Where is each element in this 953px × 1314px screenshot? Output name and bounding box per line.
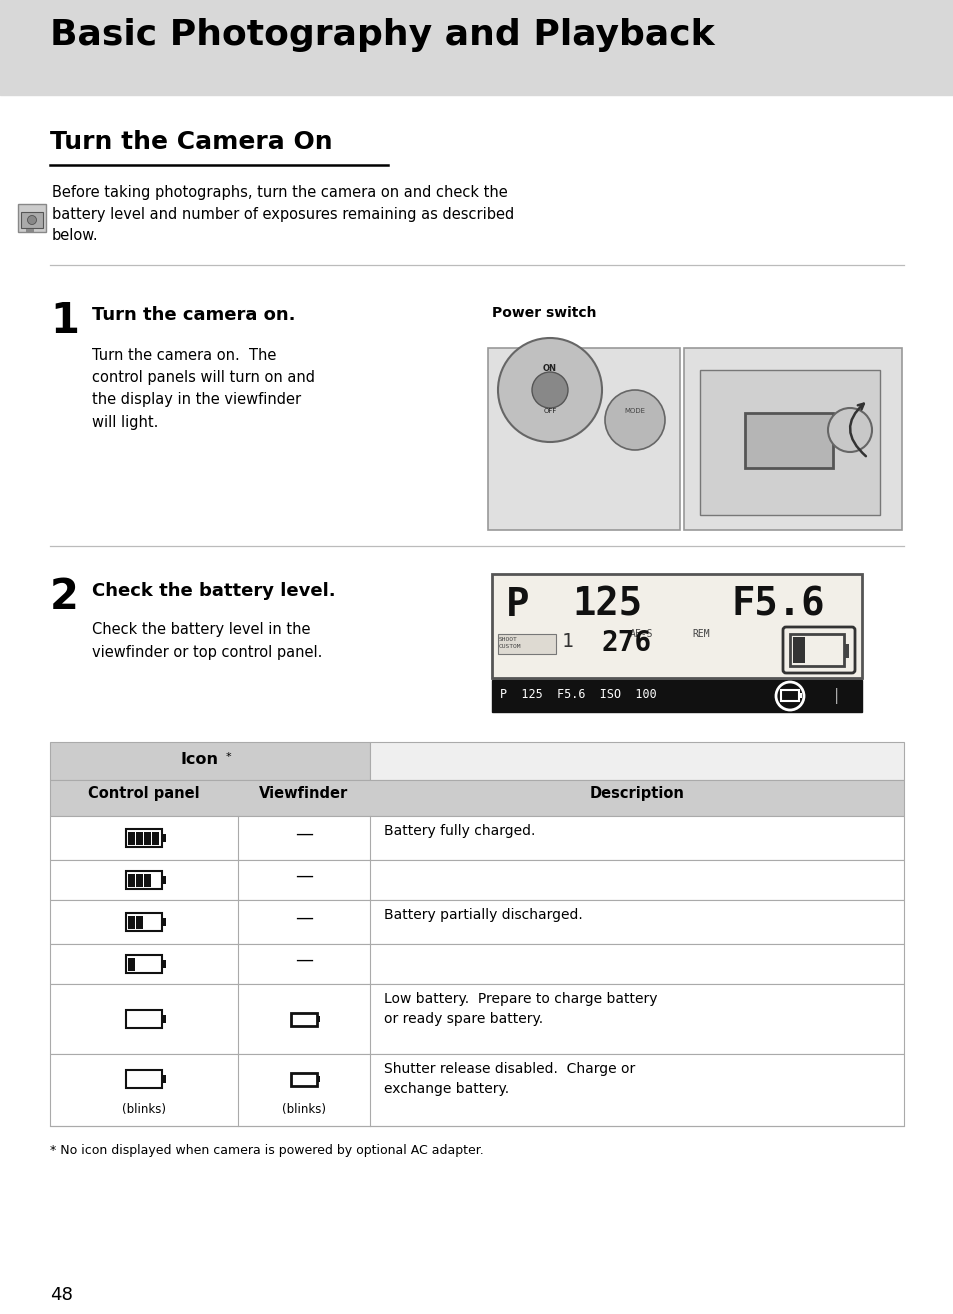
Bar <box>162 876 166 884</box>
Text: SHOOT: SHOOT <box>498 637 517 643</box>
Text: —: — <box>294 951 313 968</box>
Text: Viewfinder: Viewfinder <box>259 786 348 802</box>
Bar <box>26 229 34 233</box>
Bar <box>370 742 903 781</box>
Bar <box>843 644 848 658</box>
Bar <box>50 742 370 781</box>
Bar <box>162 834 166 842</box>
Bar <box>136 916 143 929</box>
Text: ON: ON <box>542 364 557 373</box>
Circle shape <box>532 372 567 409</box>
Text: 48: 48 <box>50 1286 72 1303</box>
Bar <box>162 1014 166 1024</box>
Bar <box>50 900 903 943</box>
Text: P  125  F5.6  ISO  100: P 125 F5.6 ISO 100 <box>499 689 656 700</box>
Circle shape <box>28 215 36 225</box>
Text: REM: REM <box>691 629 709 639</box>
Bar <box>126 1070 162 1088</box>
Bar <box>744 413 832 468</box>
Text: Before taking photographs, turn the camera on and check the
battery level and nu: Before taking photographs, turn the came… <box>52 185 514 243</box>
Bar <box>683 348 901 530</box>
Bar <box>21 212 43 229</box>
Text: 125: 125 <box>572 586 641 624</box>
Bar <box>18 204 46 233</box>
Circle shape <box>497 338 601 442</box>
Bar <box>152 832 159 845</box>
Bar <box>497 633 556 654</box>
Text: Control panel: Control panel <box>88 786 199 802</box>
Bar <box>0 0 953 95</box>
Bar <box>126 1010 162 1028</box>
Bar <box>492 574 862 678</box>
Text: (blinks): (blinks) <box>122 1102 166 1116</box>
Text: Low battery.  Prepare to charge battery
or ready spare battery.: Low battery. Prepare to charge battery o… <box>384 992 657 1026</box>
Bar <box>50 816 903 859</box>
Text: 276: 276 <box>601 629 652 657</box>
Bar <box>128 874 135 887</box>
Text: P: P <box>505 586 529 624</box>
Bar <box>162 918 166 926</box>
Bar <box>799 692 801 698</box>
Text: 1: 1 <box>50 300 79 342</box>
Bar <box>792 637 804 664</box>
Text: *: * <box>226 752 232 762</box>
Text: Icon: Icon <box>181 752 219 767</box>
Bar <box>126 913 162 932</box>
Bar <box>50 984 903 1054</box>
Bar <box>128 916 135 929</box>
Bar <box>128 958 135 971</box>
Circle shape <box>827 409 871 452</box>
Text: —: — <box>294 909 313 926</box>
Circle shape <box>604 390 664 449</box>
Bar <box>291 1072 316 1085</box>
Text: * No icon displayed when camera is powered by optional AC adapter.: * No icon displayed when camera is power… <box>50 1144 483 1158</box>
Bar <box>50 943 903 984</box>
Bar <box>126 829 162 848</box>
Text: Battery fully charged.: Battery fully charged. <box>384 824 535 838</box>
Bar <box>316 1016 319 1022</box>
Text: MODE: MODE <box>624 409 645 414</box>
Bar <box>492 681 862 712</box>
Text: Check the battery level in the
viewfinder or top control panel.: Check the battery level in the viewfinde… <box>91 622 322 661</box>
Text: —: — <box>294 867 313 886</box>
Bar <box>128 832 135 845</box>
Text: Shutter release disabled.  Charge or
exchange battery.: Shutter release disabled. Charge or exch… <box>384 1062 635 1096</box>
Bar <box>144 832 152 845</box>
Bar <box>789 633 843 666</box>
Bar <box>162 961 166 968</box>
Bar <box>126 955 162 972</box>
Text: CUSTOM: CUSTOM <box>498 644 521 649</box>
Text: (blinks): (blinks) <box>282 1102 326 1116</box>
Text: 1: 1 <box>561 632 573 650</box>
Bar <box>488 348 679 530</box>
Text: OFF: OFF <box>543 409 557 414</box>
Text: Check the battery level.: Check the battery level. <box>91 582 335 600</box>
Bar <box>144 874 152 887</box>
Bar <box>700 371 879 515</box>
Text: Battery partially discharged.: Battery partially discharged. <box>384 908 582 922</box>
Bar <box>291 1013 316 1025</box>
Bar <box>50 1054 903 1126</box>
Bar <box>162 1075 166 1083</box>
Text: Turn the camera on.: Turn the camera on. <box>91 306 295 325</box>
Text: |: | <box>831 689 841 704</box>
Bar <box>50 859 903 900</box>
Text: Basic Photography and Playback: Basic Photography and Playback <box>50 18 714 53</box>
Bar <box>136 874 143 887</box>
Text: Description: Description <box>589 786 683 802</box>
Text: Power switch: Power switch <box>492 306 596 321</box>
Text: 2: 2 <box>50 576 79 618</box>
Text: —: — <box>294 825 313 844</box>
Bar <box>136 832 143 845</box>
Text: F5.6: F5.6 <box>731 586 824 624</box>
Bar <box>126 871 162 890</box>
Bar <box>316 1076 319 1083</box>
Text: Turn the Camera On: Turn the Camera On <box>50 130 333 154</box>
Text: Turn the camera on.  The
control panels will turn on and
the display in the view: Turn the camera on. The control panels w… <box>91 348 314 430</box>
Bar <box>781 690 799 700</box>
Bar <box>50 781 903 816</box>
Text: AF-S: AF-S <box>629 629 653 639</box>
